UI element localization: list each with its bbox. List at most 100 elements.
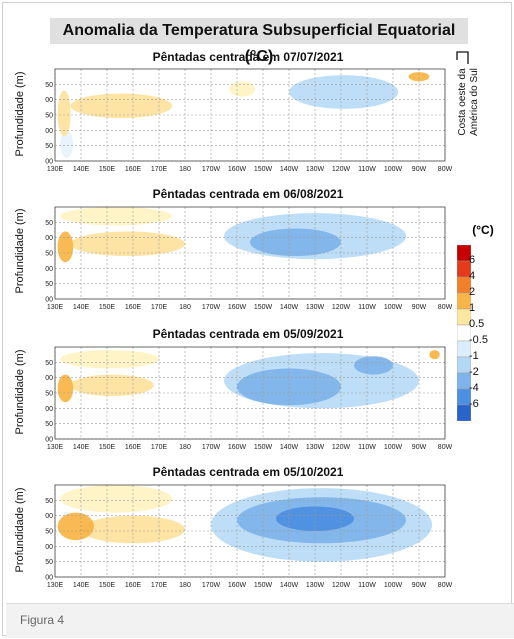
colorbar	[457, 245, 471, 421]
x-tick-label: 170E	[151, 166, 168, 173]
x-tick-label: 160W	[228, 166, 247, 173]
x-tick-label: 150E	[99, 444, 116, 451]
x-tick-label: 160W	[228, 582, 247, 589]
legend-tick-label: 4	[469, 270, 476, 282]
x-tick-label: 130E	[47, 166, 64, 173]
panel-1-ylabel: Profundidade (m)	[14, 71, 26, 157]
panel-4-plot: 130E 140E 150E 160E 170E 180 170W 160W 150W 140W 1…	[45, 481, 452, 592]
panel-2-title: Pêntadas centrada em 06/08/2021	[152, 187, 344, 201]
colorbar-legend: (°C) 6 4 2 1 0.5 -0.5 -1 -2 -4 -6	[455, 223, 507, 423]
x-tick-label: 110W	[358, 166, 376, 173]
colorbar-segment	[457, 404, 471, 421]
x-tick-label: 140E	[73, 444, 90, 451]
x-tick-label: 100W	[384, 304, 403, 311]
warm-anomaly-region	[60, 207, 172, 226]
x-tick-label: 150E	[99, 582, 116, 589]
legend-tick-label: -6	[469, 398, 479, 410]
x-tick-label: 150E	[99, 304, 116, 311]
y-tick-label: 150	[45, 529, 53, 536]
cool-anomaly-region	[289, 75, 399, 109]
figure-title: Anomalia da Temperatura Subsuperficial E…	[50, 18, 468, 65]
y-tick-label: 250	[45, 143, 53, 150]
legend-tick-label: 0.5	[469, 318, 485, 330]
warm-anomaly-region	[57, 231, 74, 263]
x-tick-label: 170W	[202, 444, 221, 451]
warm-anomaly-region	[70, 93, 172, 119]
x-tick-label: 80W	[438, 582, 452, 589]
y-tick-label: 50	[45, 498, 53, 505]
x-tick-label: 180	[179, 304, 191, 311]
x-tick-label: 80W	[438, 166, 452, 173]
x-tick-label: 170W	[202, 304, 221, 311]
x-tick-label: 150E	[99, 166, 116, 173]
x-tick-label: 100W	[384, 166, 403, 173]
x-tick-label: 160W	[228, 444, 247, 451]
legend-tick-label: -4	[469, 382, 479, 394]
x-tick-label: 140E	[73, 582, 90, 589]
x-tick-label: 180	[179, 444, 191, 451]
y-tick-label: 200	[45, 128, 53, 135]
y-tick-label: 250	[45, 559, 53, 566]
x-tick-label: 110W	[358, 582, 376, 589]
y-tick-label: 50	[45, 360, 53, 367]
x-tick-label: 180	[179, 582, 191, 589]
panel-3-title: Pêntadas centrada em 05/09/2021	[152, 327, 344, 341]
warm-anomaly-region	[229, 81, 256, 97]
x-tick-label: 170W	[202, 166, 221, 173]
y-tick-label: 100	[45, 375, 53, 382]
plot-border	[54, 346, 446, 440]
warm-anomaly-region	[70, 231, 185, 257]
panel-4-title: Pêntadas centrada em 05/10/2021	[152, 465, 344, 479]
coast-annotation: Costa oeste da América do Sul	[455, 48, 495, 158]
coast-label-line1: Costa oeste da	[457, 68, 468, 136]
x-tick-label: 160E	[125, 166, 142, 173]
legend-tick-label: 6	[469, 254, 476, 266]
x-tick-label: 140E	[73, 304, 90, 311]
plot-border	[54, 206, 446, 300]
legend-title: (°C)	[472, 223, 494, 237]
x-tick-label: 130E	[47, 304, 64, 311]
coast-label-line2: América do Sul	[469, 68, 480, 136]
y-tick-label: 300	[45, 575, 53, 582]
panel-2-ylabel: Profundidade (m)	[14, 208, 26, 294]
x-tick-label: 130E	[47, 582, 64, 589]
x-tick-label: 80W	[438, 304, 452, 311]
x-tick-label: 140W	[280, 582, 299, 589]
panel-3-ylabel: Profundidade (m)	[14, 349, 26, 435]
x-tick-label: 140W	[280, 166, 299, 173]
x-tick-label: 100W	[384, 582, 403, 589]
x-tick-label: 130W	[306, 444, 325, 451]
x-tick-label: 170E	[151, 304, 168, 311]
cool-anomaly-region	[60, 130, 74, 158]
coast-bracket	[456, 51, 469, 64]
x-tick-label: 150W	[254, 444, 273, 451]
panel-1-plot: 130E 140E 150E 160E 170E 180 170W 160W 150W 140W 1…	[45, 65, 452, 176]
legend-tick-label: -0.5	[469, 334, 488, 346]
x-tick-label: 180	[179, 166, 191, 173]
y-tick-label: 150	[45, 251, 53, 258]
x-tick-label: 120W	[332, 304, 351, 311]
figure-caption: Figura 4	[20, 613, 65, 627]
x-tick-label: 130W	[306, 166, 325, 173]
y-tick-label: 300	[45, 297, 53, 304]
panel-3-plot: 130E 140E 150E 160E 170E 180 170W 160W 150W 140W 1…	[45, 343, 452, 454]
y-tick-label: 250	[45, 421, 53, 428]
x-tick-label: 110W	[358, 304, 376, 311]
x-tick-label: 90W	[412, 582, 427, 589]
y-tick-label: 200	[45, 266, 53, 273]
x-tick-label: 140E	[73, 166, 90, 173]
x-tick-label: 100W	[384, 444, 403, 451]
y-tick-label: 150	[45, 391, 53, 398]
y-tick-label: 200	[45, 406, 53, 413]
warm-anomaly-region	[57, 90, 71, 137]
y-tick-label: 50	[45, 220, 53, 227]
warm-anomaly-region	[57, 512, 94, 541]
warm-anomaly-region	[429, 350, 440, 360]
x-tick-label: 90W	[412, 444, 427, 451]
y-tick-label: 150	[45, 113, 53, 120]
caption-bar: Figura 4	[6, 603, 514, 638]
cool-anomaly-region	[250, 228, 341, 257]
x-tick-label: 170E	[151, 582, 168, 589]
y-tick-label: 200	[45, 544, 53, 551]
